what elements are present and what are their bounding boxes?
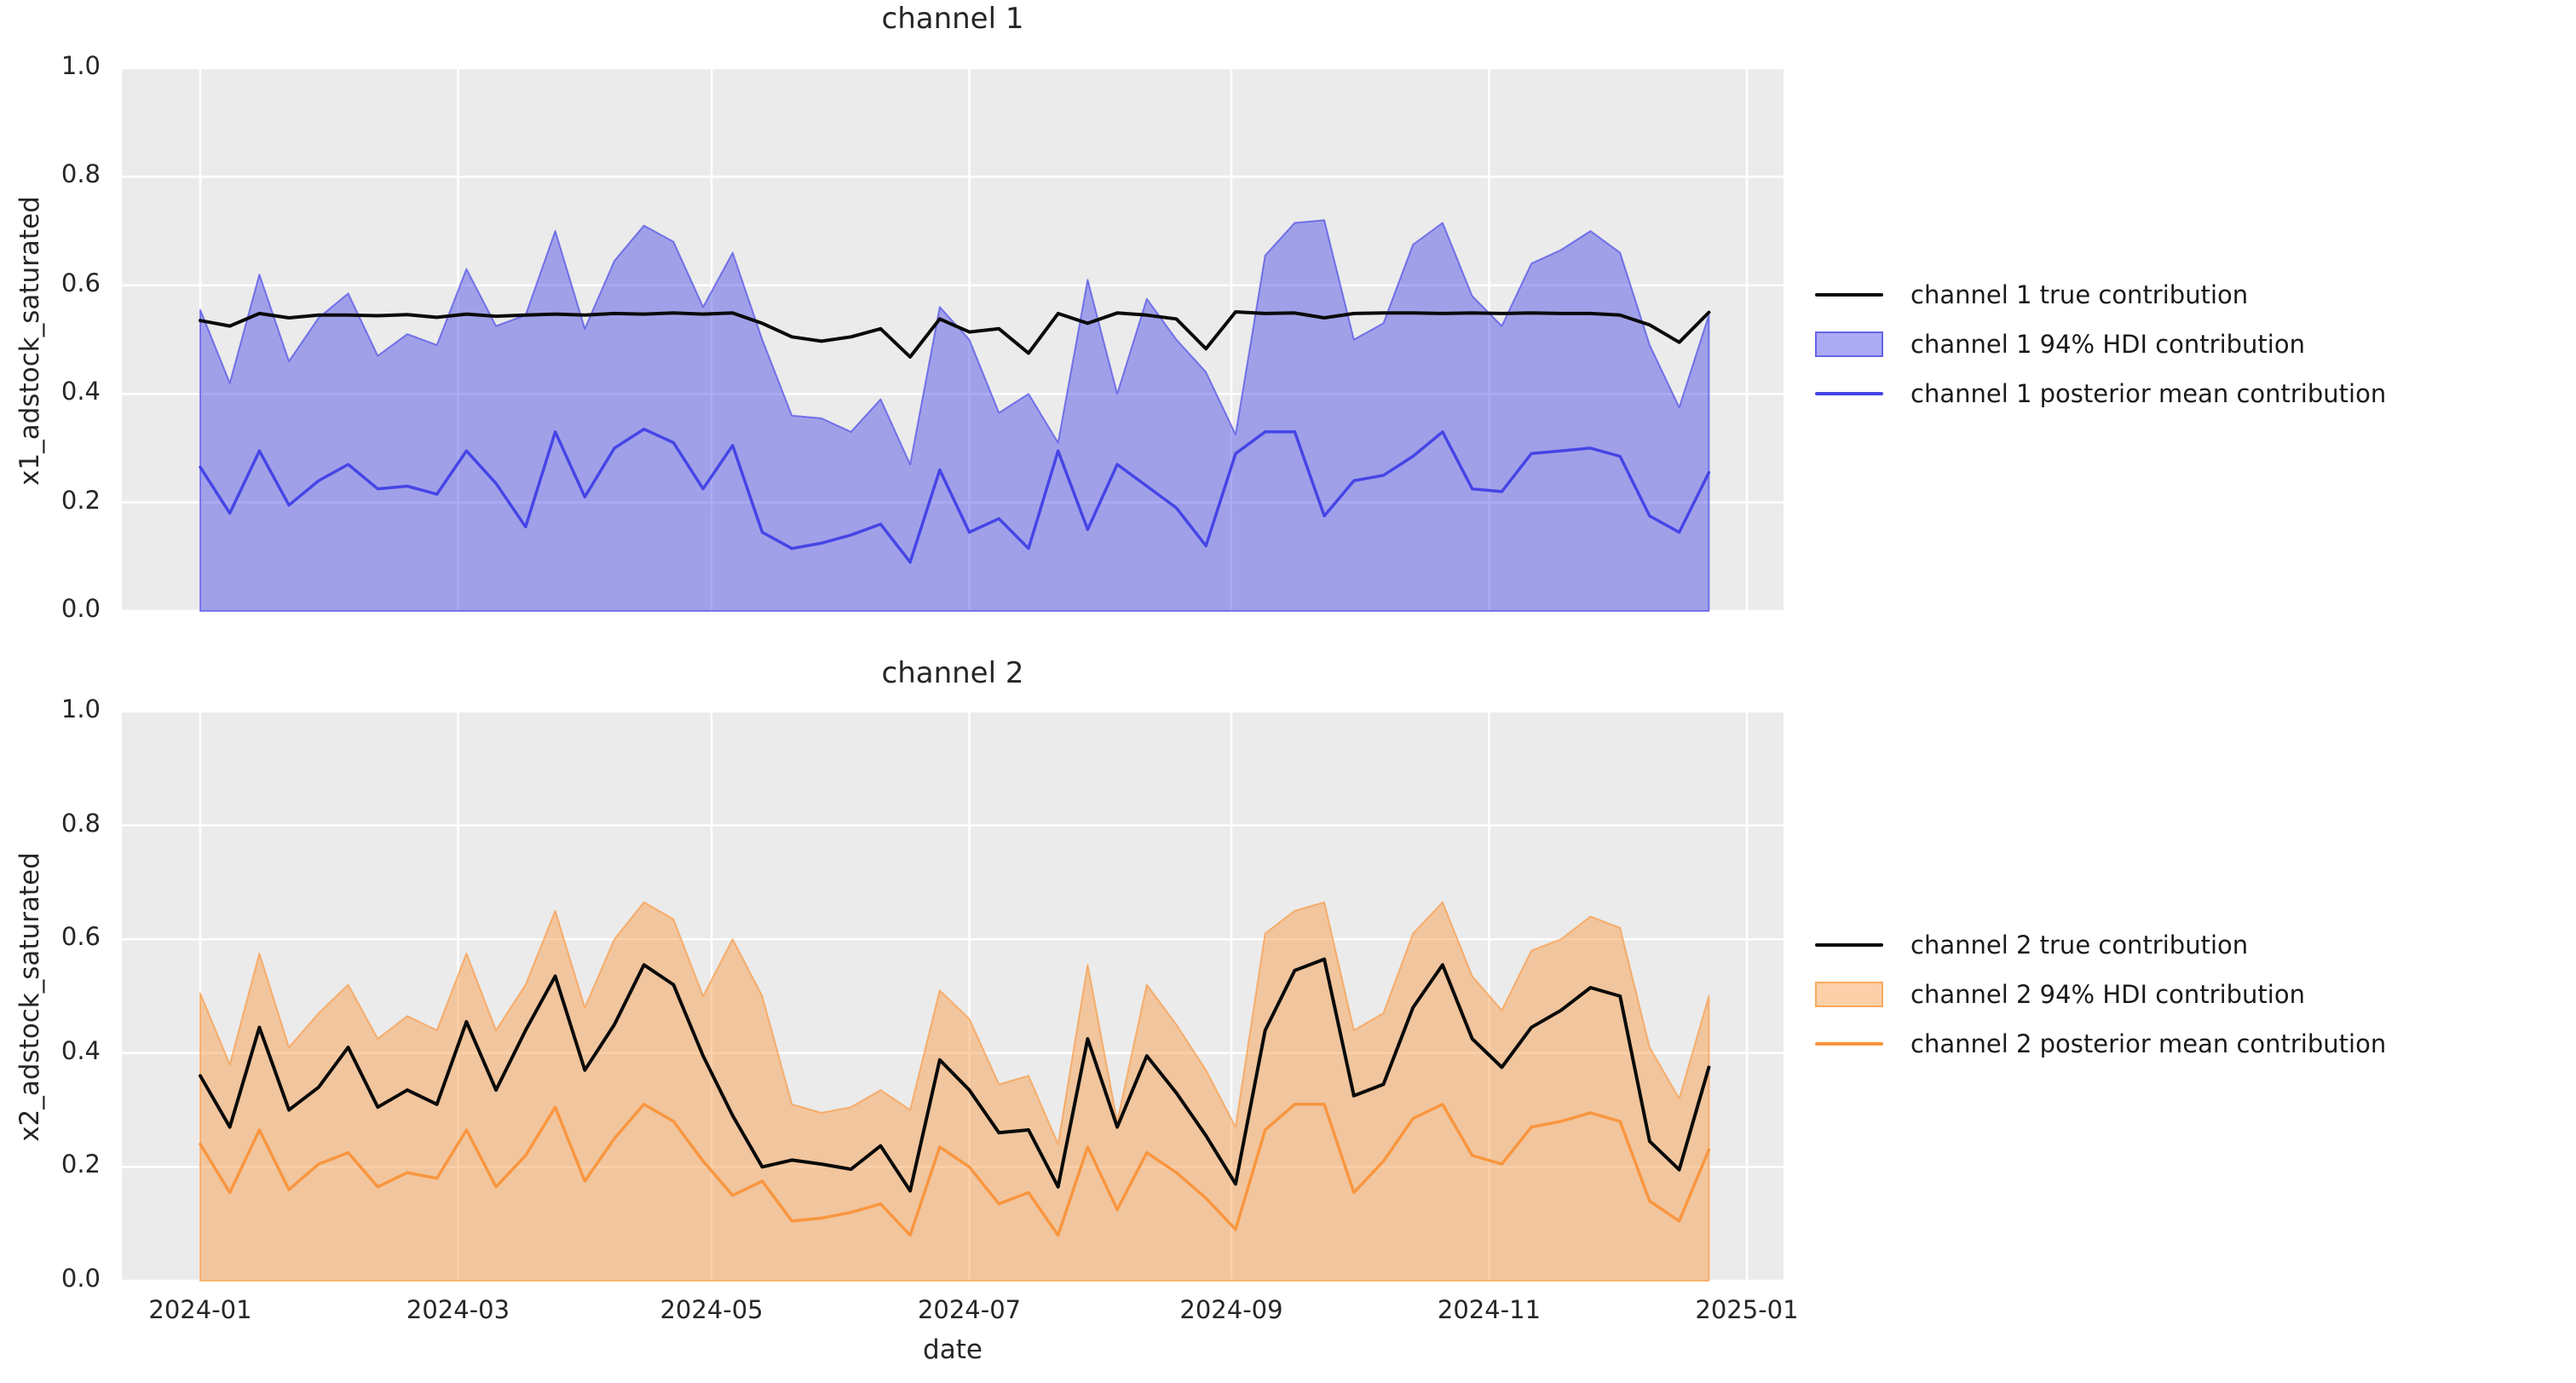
legend-row: channel 1 94% HDI contribution (1815, 320, 2386, 369)
channel-2-true-line (199, 957, 1711, 1193)
legend-label: channel 2 posterior mean contribution (1910, 1029, 2387, 1058)
posterior-mean-line-swatch (1815, 1042, 1883, 1046)
legend-label: channel 1 true contribution (1910, 280, 2249, 309)
y-tick-label: 0.0 (61, 1264, 101, 1293)
chart2-title: channel 2 (881, 656, 1024, 690)
y-tick-label: 0.2 (61, 1150, 101, 1179)
x-axis-label: date (923, 1334, 983, 1365)
y-tick-label: 1.0 (61, 694, 101, 723)
chart1-title: channel 1 (881, 2, 1024, 36)
x-tick-label: 2024-07 (917, 1295, 1022, 1324)
posterior-mean-line-swatch (1815, 392, 1883, 395)
true-line-swatch (1815, 943, 1883, 947)
x-tick-label: 2024-09 (1179, 1295, 1283, 1324)
y-tick-label: 0.0 (61, 594, 101, 623)
hdi-band-swatch (1815, 331, 1883, 357)
legend-row: channel 2 94% HDI contribution (1815, 970, 2386, 1019)
chart2-legend: channel 2 true contribution channel 2 94… (1815, 920, 2386, 1069)
y-tick-label: 0.8 (61, 159, 101, 189)
legend-label: channel 1 posterior mean contribution (1910, 379, 2387, 408)
channel-2-posterior-mean-line (199, 1103, 1711, 1237)
y-tick-label: 1.0 (61, 51, 101, 80)
channel-2-plot-area (122, 712, 1784, 1281)
hdi-band-swatch (1815, 982, 1883, 1007)
y-tick-label: 0.6 (61, 268, 101, 297)
y-tick-label: 0.4 (61, 1035, 101, 1065)
chart1-y-axis-label: x1_adstock_saturated (14, 196, 45, 486)
channel-1-posterior-mean-line (199, 427, 1711, 564)
y-tick-label: 0.2 (61, 485, 101, 515)
y-tick-label: 0.6 (61, 922, 101, 952)
x-tick-label: 2024-11 (1437, 1295, 1542, 1324)
true-line-swatch (1815, 293, 1883, 297)
y-tick-label: 0.4 (61, 377, 101, 406)
x-tick-label: 2024-05 (660, 1295, 764, 1324)
legend-row: channel 2 true contribution (1815, 920, 2386, 970)
y-tick-label: 0.8 (61, 808, 101, 838)
legend-label: channel 1 94% HDI contribution (1910, 330, 2305, 359)
legend-label: channel 2 true contribution (1910, 931, 2249, 959)
x-tick-label: 2024-01 (148, 1295, 252, 1324)
x-tick-label: 2024-03 (406, 1295, 510, 1324)
legend-row: channel 1 true contribution (1815, 270, 2386, 320)
chart1-legend: channel 1 true contribution channel 1 94… (1815, 270, 2386, 418)
legend-label: channel 2 94% HDI contribution (1910, 980, 2305, 1009)
channel-1-true-line (199, 310, 1711, 359)
legend-row: channel 1 posterior mean contribution (1815, 369, 2386, 418)
x-tick-label: 2025-01 (1695, 1295, 1799, 1324)
legend-row: channel 2 posterior mean contribution (1815, 1019, 2386, 1069)
